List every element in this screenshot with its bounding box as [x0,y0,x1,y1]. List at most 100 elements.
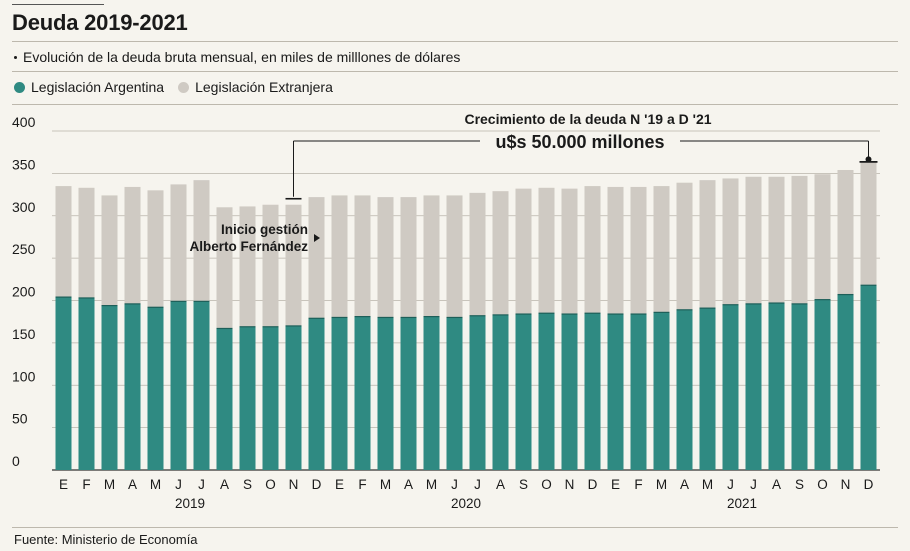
x-tick-label: A [680,477,689,492]
x-tick-label: N [565,477,575,492]
growth-title: Crecimiento de la deuda N '19 a D '21 [464,111,711,127]
y-tick-label: 400 [12,114,36,130]
x-tick-label: N [841,477,851,492]
bar-argentina [469,315,486,470]
bar-argentina [722,304,739,470]
bar-extranjera [262,204,279,327]
x-tick-label: M [104,477,115,492]
legend-item-argentina: Legislación Argentina [14,79,164,95]
bar-argentina [561,314,578,470]
y-tick-label: 300 [12,199,36,215]
footer-divider [12,527,898,528]
bar-argentina [170,301,187,470]
subtitle-divider [12,71,898,72]
year-label: 2019 [175,496,205,511]
legend-item-extranjera: Legislación Extranjera [178,79,333,95]
x-tick-label: O [265,477,276,492]
x-tick-label: D [312,477,322,492]
growth-end-dot-icon [865,156,872,163]
y-tick-label: 250 [12,241,36,257]
bar-extranjera [423,195,440,317]
y-tick-label: 100 [12,368,36,384]
x-tick-label: J [451,477,458,492]
x-tick-label: O [817,477,828,492]
bar-argentina [584,313,601,470]
y-tick-label: 350 [12,156,36,172]
bar-argentina [630,314,647,470]
x-tick-label: F [634,477,642,492]
bar-argentina [400,317,417,470]
growth-value: u$s 50.000 millones [495,132,664,152]
source-note: Fuente: Ministerio de Economía [14,532,198,547]
x-tick-label: F [82,477,90,492]
x-tick-label: J [474,477,481,492]
x-tick-label: M [380,477,391,492]
bar-extranjera [515,188,532,315]
subtitle: Evolución de la deuda bruta mensual, en … [14,49,460,65]
bar-extranjera [469,192,486,316]
bar-argentina [446,317,463,470]
x-tick-label: E [335,477,344,492]
bar-extranjera [55,186,72,298]
bar-argentina [837,294,854,470]
bar-argentina [377,317,394,470]
bar-extranjera [607,186,624,315]
bar-extranjera [814,174,831,300]
bar-extranjera [101,195,118,306]
bar-extranjera [147,190,164,308]
x-tick-label: J [727,477,734,492]
y-tick-label: 50 [12,411,28,427]
bar-argentina [285,325,302,470]
bar-argentina [147,307,164,470]
x-tick-label: A [128,477,137,492]
legend-dot-argentina [14,81,25,93]
x-tick-label: A [772,477,781,492]
bullet-icon [14,55,17,59]
x-tick-label: M [426,477,437,492]
bar-extranjera [78,187,95,298]
x-tick-label: M [150,477,161,492]
bar-extranjera [308,197,325,319]
x-tick-label: F [358,477,366,492]
bar-argentina [308,318,325,470]
bar-argentina [354,316,371,470]
x-tick-label: M [702,477,713,492]
x-tick-label: D [588,477,598,492]
bar-argentina [745,303,762,470]
bar-extranjera [791,175,808,304]
bar-extranjera [492,191,509,315]
legend-label-extranjera: Legislación Extranjera [195,79,333,95]
legend-dot-extranjera [178,81,190,93]
bar-argentina [607,314,624,470]
x-tick-label: M [656,477,667,492]
bar-extranjera [699,180,716,309]
bar-argentina [193,301,210,470]
bar-argentina [699,308,716,470]
bar-argentina [515,314,532,470]
bar-extranjera [170,184,187,302]
x-tick-label: J [175,477,182,492]
bar-argentina [791,303,808,470]
x-tick-label: E [611,477,620,492]
bar-extranjera [561,188,578,315]
x-tick-label: J [750,477,757,492]
y-tick-label: 0 [12,453,20,469]
x-tick-label: N [289,477,299,492]
bar-argentina [653,312,670,470]
bar-extranjera [124,186,141,304]
gestion-label-line2: Alberto Fernández [189,239,308,254]
x-tick-label: S [795,477,804,492]
bar-extranjera [584,186,601,314]
bar-extranjera [837,169,854,295]
legend-divider [12,104,898,105]
x-tick-label: S [519,477,528,492]
gestion-label-line1: Inicio gestión [221,222,308,237]
title-divider [12,41,898,42]
bar-extranjera [722,178,739,305]
bar-argentina [814,299,831,470]
bar-argentina [55,297,72,470]
bar-argentina [423,316,440,470]
bar-extranjera [653,186,670,313]
bar-argentina [101,305,118,470]
bar-extranjera [630,186,647,315]
